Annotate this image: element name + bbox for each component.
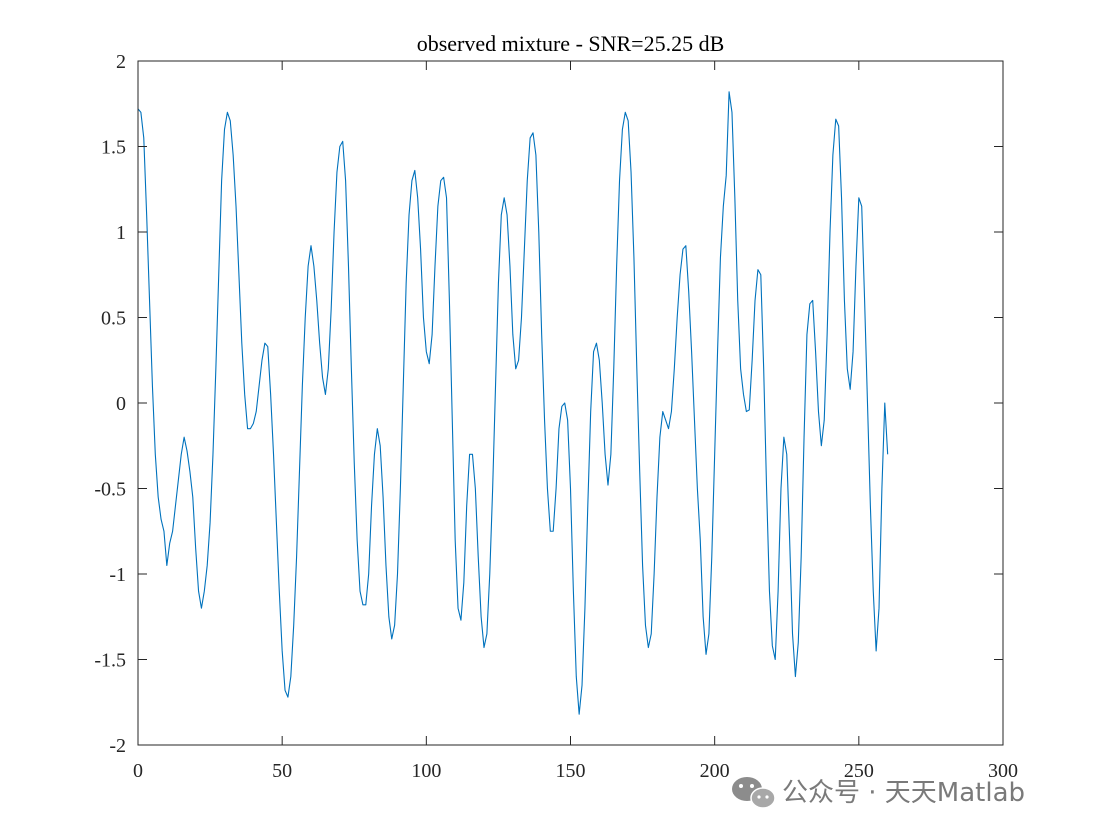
y-tick-label: 2 (116, 51, 126, 73)
watermark: 公众号 · 天天Matlab (732, 777, 1025, 809)
x-tick-label: 200 (700, 760, 730, 782)
chart-title: observed mixture - SNR=25.25 dB (417, 31, 725, 56)
y-tick-label: -0.5 (94, 479, 126, 501)
plot-area (138, 61, 1003, 745)
y-tick-label: 1 (116, 222, 126, 244)
watermark-text: 公众号 · 天天Matlab (782, 778, 1025, 808)
y-tick-label: -1.5 (94, 650, 126, 672)
y-tick-label: 0 (116, 393, 126, 415)
x-tick-label: 0 (133, 760, 143, 782)
y-tick-label: -1 (109, 564, 126, 586)
y-tick-label: -2 (109, 735, 126, 757)
x-tick-label: 50 (272, 760, 292, 782)
wechat-icon (732, 777, 776, 809)
series-line-0 (137, 91, 889, 715)
x-tick-label: 150 (556, 760, 586, 782)
y-tick-label: 0.5 (101, 308, 126, 330)
x-tick-label: 100 (411, 760, 441, 782)
y-tick-label: 1.5 (101, 137, 126, 159)
axes-layer: 0 50 100 150 200 250 300 -2 -1.5 -1 -0.5 0 0.5 1 1.5 2 (94, 51, 1018, 782)
data-layer (137, 91, 889, 715)
x-tick-label: 250 (844, 760, 874, 782)
x-tick-label: 300 (988, 760, 1018, 782)
